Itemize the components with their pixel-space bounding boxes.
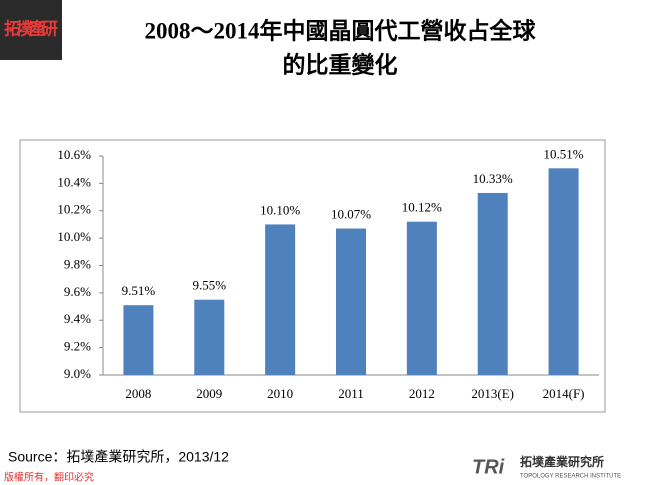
y-tick-label: 9.2% (64, 339, 91, 354)
value-label: 9.55% (192, 278, 226, 293)
bar (548, 168, 579, 375)
bar (406, 221, 437, 375)
x-tick-label: 2009 (196, 386, 222, 401)
y-tick-label: 9.6% (64, 284, 91, 299)
value-label: 10.07% (331, 207, 371, 222)
y-tick-label: 10.6% (57, 147, 91, 162)
y-tick-label: 9.4% (64, 311, 91, 326)
value-label: 9.51% (122, 283, 156, 298)
bar (123, 305, 154, 375)
value-label: 10.10% (260, 202, 300, 217)
x-tick-label: 2014(F) (543, 386, 585, 401)
value-label: 10.51% (544, 146, 584, 161)
x-tick-label: 2008 (125, 386, 151, 401)
y-tick-label: 9.8% (64, 256, 91, 271)
x-tick-label: 2013(E) (471, 386, 514, 401)
y-tick-label: 10.4% (57, 174, 91, 189)
value-label: 10.33% (473, 171, 513, 186)
y-tick-label: 10.2% (57, 202, 91, 217)
bar (336, 228, 366, 375)
x-tick-label: 2011 (338, 386, 364, 401)
institute-en: TOPOLOGY RESEARCH INSTITUTE (520, 474, 621, 480)
logo-text: 拓墣產研 (4, 18, 58, 38)
chart-frame (19, 139, 606, 413)
brand: TRi (472, 456, 505, 478)
x-tick-label: 2010 (267, 386, 293, 401)
x-tick-label: 2012 (409, 386, 435, 401)
bar (194, 299, 225, 375)
value-label: 10.12% (402, 200, 442, 215)
chart-title: 的比重變化 (283, 51, 398, 77)
institute: 拓墣產業研究所 (520, 454, 604, 469)
y-tick-label: 10.0% (57, 229, 91, 244)
chart-title: 2008～2014年中國晶圓代工營收占全球 (145, 17, 537, 43)
bar (265, 224, 296, 375)
logo-box (0, 0, 62, 60)
copyright: 版權所有，翻印必究 (4, 471, 94, 484)
source: Source：拓墣產業研究所，2013/12 (8, 449, 229, 465)
y-tick-label: 9.0% (64, 366, 91, 381)
bar (477, 192, 508, 375)
